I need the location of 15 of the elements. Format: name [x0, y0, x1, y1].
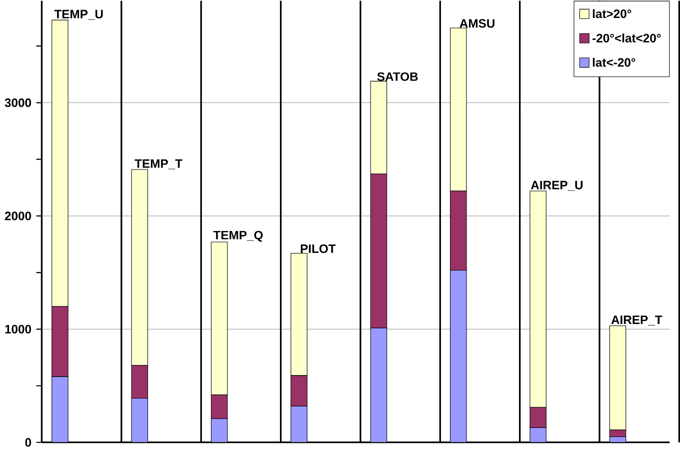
legend-label: -20°<lat<20°: [592, 33, 661, 42]
x-tick-label: TEMP_U: [54, 10, 103, 20]
y-tick-label: 3000: [4, 98, 32, 107]
y-tick-label: 0: [25, 438, 32, 447]
y-tick-label: 1000: [5, 324, 32, 334]
y-tick-label: 2000: [4, 212, 32, 220]
x-tick-label: TEMP_T: [134, 159, 182, 170]
x-tick-label: AIREP_T: [611, 316, 662, 326]
legend-label: lat<-20°: [592, 58, 636, 67]
legend-label: lat>20°: [592, 9, 632, 18]
x-tick-label: PILOT: [300, 244, 336, 253]
x-tick-label: TEMP_Q: [213, 230, 263, 242]
x-tick-label: AMSU: [460, 19, 494, 28]
x-tick-label: SATOB: [377, 72, 418, 81]
x-tick-label: AIREP_U: [530, 180, 583, 191]
